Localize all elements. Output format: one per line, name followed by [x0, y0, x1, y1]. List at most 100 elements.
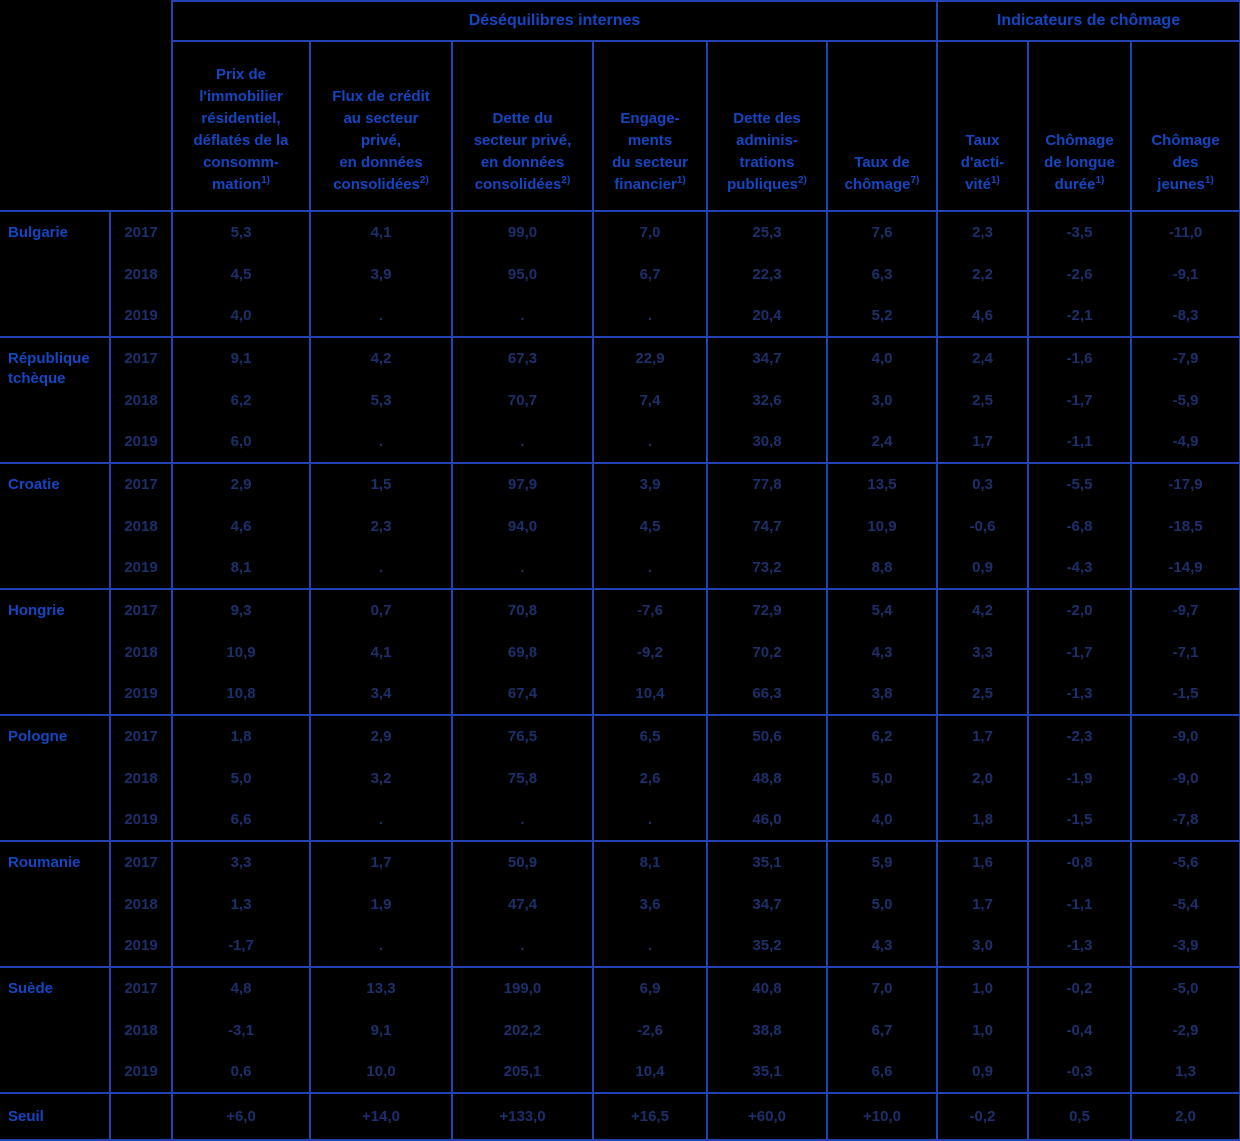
value-cell: 97,9 [451, 463, 593, 505]
year-label: 2018 [109, 505, 172, 547]
value-cell: 2,9 [171, 463, 310, 505]
table-row: 2018 -3,1 9,1 202,2 -2,6 38,8 6,7 1,0 -0,4 -2,9 [0, 1009, 1240, 1051]
value-cell: -1,7 [1027, 379, 1131, 421]
value-cell: 3,8 [826, 673, 937, 716]
country-label: Roumanie [0, 841, 110, 968]
group-header-row: Déséquilibres internes Indicateurs de ch… [0, 0, 1240, 212]
value-cell: . [451, 421, 593, 464]
threshold-value-cell: 0,5 [1027, 1092, 1131, 1141]
value-cell: -7,1 [1129, 631, 1240, 673]
country-label: Hongrie [0, 589, 110, 716]
value-cell: 5,0 [171, 757, 310, 799]
year-label: 2019 [109, 925, 172, 968]
value-cell: -5,9 [1129, 379, 1240, 421]
threshold-value-cell: +6,0 [171, 1092, 310, 1141]
value-cell: 3,9 [309, 253, 452, 295]
value-cell: . [451, 925, 593, 968]
column-header-footnote-mark: 1) [1204, 175, 1214, 186]
value-cell: 3,6 [592, 883, 707, 925]
table-row: 2019 0,6 10,0 205,1 10,4 35,1 6,6 0,9 -0,3 1,3 [0, 1051, 1240, 1094]
value-cell: 6,6 [826, 1051, 937, 1094]
table-row: 2018 5,0 3,2 75,8 2,6 48,8 5,0 2,0 -1,9 -9,0 [0, 757, 1240, 799]
value-cell: 34,7 [706, 337, 827, 379]
value-cell: 4,1 [309, 631, 452, 673]
table-row: 2019 10,8 3,4 67,4 10,4 66,3 3,8 2,5 -1,3 -1,5 [0, 673, 1240, 716]
value-cell: -1,5 [1129, 673, 1240, 716]
year-label: 2019 [109, 295, 172, 338]
value-cell: 4,3 [826, 631, 937, 673]
column-header-footnote-mark: 1) [1095, 175, 1105, 186]
value-cell: 2,5 [936, 379, 1028, 421]
value-cell: -7,8 [1129, 799, 1240, 842]
table-row: Roumanie 2017 3,3 1,7 50,9 8,1 35,1 5,9 1,6 -0,8-… [0, 841, 1240, 968]
value-cell: 1,7 [936, 421, 1028, 464]
value-cell: -1,7 [171, 925, 310, 968]
value-cell: -3,1 [171, 1009, 310, 1051]
threshold-year-spacer [109, 1092, 172, 1141]
value-cell: -8,3 [1129, 295, 1240, 338]
value-cell: 1,9 [309, 883, 452, 925]
value-cell: 1,3 [171, 883, 310, 925]
value-cell: -1,3 [1027, 925, 1131, 968]
threshold-value-cell: 2,0 [1129, 1092, 1240, 1141]
year-label: 2018 [109, 631, 172, 673]
column-header-private-credit-flow: Flux de crédit au secteur privé, en donn… [309, 41, 452, 212]
value-cell: -3,9 [1129, 925, 1240, 968]
value-cell: . [592, 925, 707, 968]
year-label: 2018 [109, 757, 172, 799]
value-cell: 40,8 [706, 967, 827, 1009]
value-cell: . [592, 547, 707, 590]
value-cell: 75,8 [451, 757, 593, 799]
value-cell: 3,4 [309, 673, 452, 716]
threshold-value-cell: +14,0 [309, 1092, 452, 1141]
value-cell: 22,3 [706, 253, 827, 295]
value-cell: 69,8 [451, 631, 593, 673]
table-row: Croatie 2017 2,9 1,5 97,9 3,9 77,8 13,5 0,3 -5,5-… [0, 463, 1240, 590]
value-cell: 38,8 [706, 1009, 827, 1051]
value-cell: 10,4 [592, 673, 707, 716]
value-cell: -6,8 [1027, 505, 1131, 547]
value-cell: -1,6 [1027, 337, 1131, 379]
value-cell: -2,6 [592, 1009, 707, 1051]
value-cell: -9,2 [592, 631, 707, 673]
value-cell: 4,0 [826, 799, 937, 842]
value-cell: 10,4 [592, 1051, 707, 1094]
value-cell: 67,3 [451, 337, 593, 379]
value-cell: -4,9 [1129, 421, 1240, 464]
value-cell: 6,9 [592, 967, 707, 1009]
value-cell: 5,2 [826, 295, 937, 338]
value-cell: 72,9 [706, 589, 827, 631]
value-cell: 66,3 [706, 673, 827, 716]
value-cell: 2,5 [936, 673, 1028, 716]
corner-cell [0, 1, 172, 212]
value-cell: 4,1 [309, 211, 452, 253]
value-cell: 6,3 [826, 253, 937, 295]
year-label: 2017 [109, 589, 172, 631]
value-cell: 2,3 [309, 505, 452, 547]
value-cell: 2,4 [936, 337, 1028, 379]
value-cell: 77,8 [706, 463, 827, 505]
column-header-row: Prix de l'immobilier résidentiel, déflat… [0, 41, 1240, 212]
column-header-footnote-mark: 1) [261, 175, 271, 186]
value-cell: 7,0 [826, 967, 937, 1009]
country-label: République tchèque [0, 337, 110, 464]
year-label: 2019 [109, 1051, 172, 1094]
value-cell: 48,8 [706, 757, 827, 799]
value-cell: -9,1 [1129, 253, 1240, 295]
table-row: 2019 8,1... 73,2 8,8 0,9 -4,3 -14,9 [0, 547, 1240, 590]
table-row: Pologne 2017 1,8 2,9 76,5 6,5 50,6 6,2 1,7 -2,3 -9… [0, 715, 1240, 842]
value-cell: -1,1 [1027, 421, 1131, 464]
value-cell: 6,5 [592, 715, 707, 757]
year-label: 2019 [109, 547, 172, 590]
value-cell: -0,6 [936, 505, 1028, 547]
value-cell: -1,7 [1027, 631, 1131, 673]
value-cell: 3,3 [936, 631, 1028, 673]
value-cell: 1,8 [171, 715, 310, 757]
table-row: 2019 6,0... 30,8 2,4 1,7 -1,1 -4,9 [0, 421, 1240, 464]
table-row: Suède 2017 4,8 13,3 199,0 6,9 40,8 7,0 1,0 -0,2 -5… [0, 967, 1240, 1094]
column-header-financial-sector-liabilities: Engage- ments du secteur financier1) [592, 41, 707, 212]
threshold-label: Seuil [0, 1092, 110, 1141]
value-cell: 30,8 [706, 421, 827, 464]
value-cell: -0,3 [1027, 1051, 1131, 1094]
